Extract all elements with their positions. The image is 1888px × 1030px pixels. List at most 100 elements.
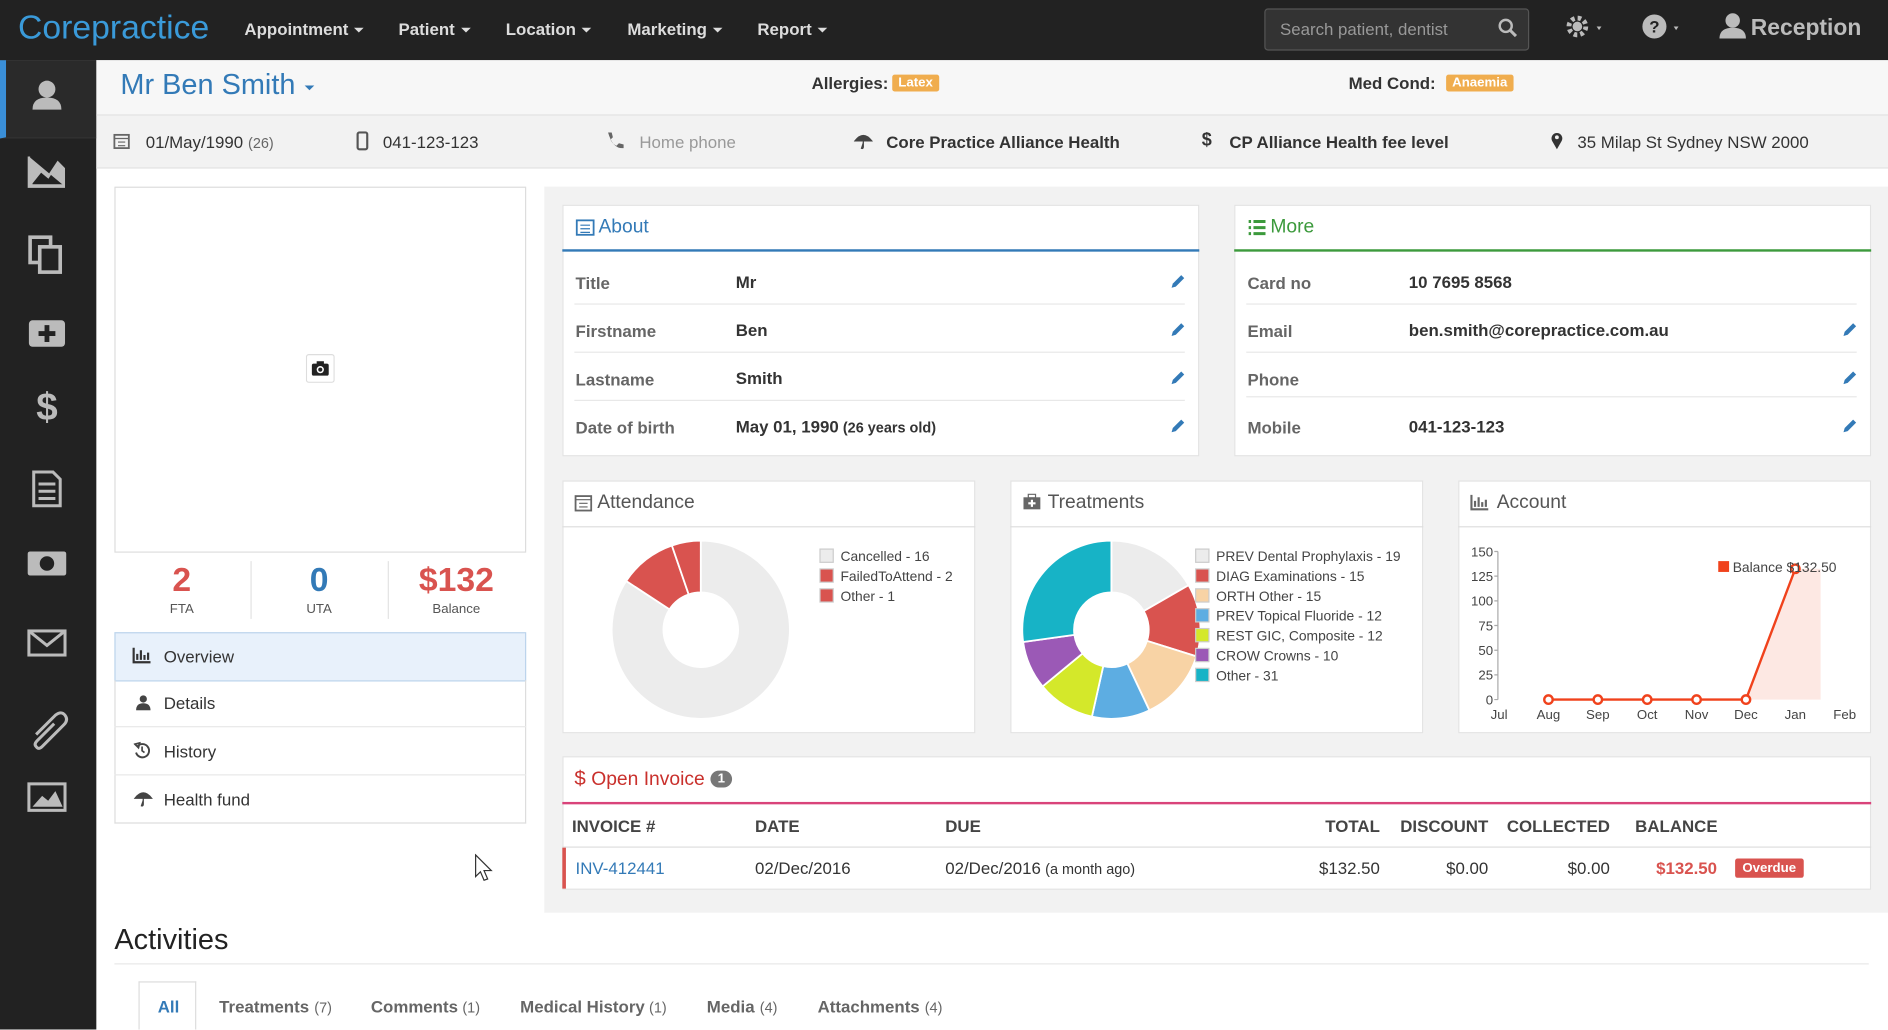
tab-count: (1) xyxy=(462,999,481,1017)
allergy-badge: Latex xyxy=(892,74,939,92)
edit-icon[interactable] xyxy=(1170,419,1185,433)
tab-count: (1) xyxy=(649,999,667,1017)
legend-swatch xyxy=(1195,588,1210,603)
point xyxy=(1592,694,1604,706)
y-tick-label: 50 xyxy=(1478,643,1493,658)
separator xyxy=(114,963,1869,965)
about-panel xyxy=(562,204,1200,457)
field-value: May 01, 1990 xyxy=(735,416,839,436)
edit-icon[interactable] xyxy=(1842,419,1857,433)
history-icon xyxy=(133,741,150,759)
status-badge: Overdue xyxy=(1735,858,1804,878)
camera-button[interactable] xyxy=(305,354,335,383)
line xyxy=(1548,568,1797,701)
field-label: Email xyxy=(1247,321,1293,341)
legend-label: CROW Crowns - 10 xyxy=(1216,647,1338,663)
panel-underline xyxy=(562,801,1872,805)
point xyxy=(1543,694,1554,706)
field-label: Lastname xyxy=(575,369,655,389)
menu-item-active[interactable] xyxy=(114,632,527,682)
field-value: 041-123-123 xyxy=(1408,416,1505,436)
column-header: DUE xyxy=(945,816,981,836)
column-header: DATE xyxy=(754,816,800,836)
invoice-balance: $132.50 xyxy=(1656,858,1718,878)
separator xyxy=(574,351,1185,353)
caret xyxy=(304,85,315,95)
legend-swatch xyxy=(1195,568,1210,583)
search-box[interactable] xyxy=(1264,8,1530,51)
tab-active[interactable] xyxy=(138,981,197,1030)
tab-count: (7) xyxy=(314,999,332,1017)
separator xyxy=(1010,526,1424,528)
point xyxy=(1641,694,1653,706)
legend-label: Other - 31 xyxy=(1216,667,1279,683)
patient-name[interactable]: Mr Ben Smith xyxy=(120,68,296,102)
field-value: Mr xyxy=(735,272,757,292)
legend-swatch xyxy=(1195,548,1210,563)
tab[interactable]: Media xyxy=(706,996,755,1017)
x-tick-label: Nov xyxy=(1685,707,1709,722)
invoice-link[interactable]: INV-412441 xyxy=(575,858,665,878)
pin-icon xyxy=(1551,132,1563,150)
edit-icon[interactable] xyxy=(1170,371,1185,385)
legend-swatch xyxy=(819,588,834,603)
list-icon xyxy=(1248,220,1266,236)
field-label: Card no xyxy=(1247,273,1312,293)
calendar-icon xyxy=(113,133,130,150)
divider xyxy=(387,561,389,619)
legend-label: DIAG Examinations - 15 xyxy=(1216,568,1365,584)
invoice-collected: $0.00 xyxy=(1567,858,1610,878)
y-tick-label: 125 xyxy=(1471,569,1493,584)
calendar-icon xyxy=(574,495,593,512)
menu-item[interactable]: Appointment xyxy=(244,19,364,38)
menu-item[interactable]: Report xyxy=(757,19,827,38)
overdue-marker xyxy=(562,847,566,889)
mobile: 041-123-123 xyxy=(382,132,479,152)
menu-item[interactable]: Location xyxy=(506,19,592,38)
column-header: BALANCE xyxy=(1635,816,1718,836)
tab[interactable]: Treatments xyxy=(219,996,310,1017)
medcond-label: Med Cond: xyxy=(1348,73,1436,93)
menu-item[interactable]: Marketing xyxy=(627,19,722,38)
svg-text:$: $ xyxy=(36,386,57,429)
side-menu-item[interactable]: Health fund xyxy=(163,789,250,810)
help-icon[interactable]: ? xyxy=(1641,13,1689,42)
settings-icon[interactable] xyxy=(1564,13,1612,42)
field-label: Mobile xyxy=(1247,417,1301,438)
side-menu-item[interactable]: Overview xyxy=(163,646,235,666)
invoice-total: $132.50 xyxy=(1318,858,1380,878)
edit-icon[interactable] xyxy=(1170,323,1185,337)
menu-list xyxy=(114,680,527,824)
edit-icon[interactable] xyxy=(1170,275,1185,289)
invoice-due-note: (a month ago) xyxy=(1045,860,1136,878)
side-menu-item[interactable]: Details xyxy=(163,693,216,713)
tab[interactable]: Medical History xyxy=(520,996,645,1017)
panel-title: Open Invoice xyxy=(591,769,705,790)
edit-icon[interactable] xyxy=(1842,323,1857,337)
point xyxy=(1789,563,1801,575)
side-menu-item[interactable]: History xyxy=(163,741,217,761)
legend-swatch xyxy=(819,548,834,563)
edit-icon[interactable] xyxy=(1842,371,1857,385)
stat-value: 2 xyxy=(172,561,192,599)
stat-value: 0 xyxy=(309,561,329,599)
fee-level: CP Alliance Health fee level xyxy=(1229,132,1449,152)
panel-underline xyxy=(562,249,1200,252)
info-bar xyxy=(96,114,1888,169)
health-fund: Core Practice Alliance Health xyxy=(886,132,1120,152)
mobile-icon xyxy=(356,131,369,151)
separator xyxy=(574,303,1185,305)
legend-label: Balance $132.50 xyxy=(1733,559,1837,575)
legend-label: REST GIC, Composite - 12 xyxy=(1216,628,1383,644)
invoice-discount: $0.00 xyxy=(1446,858,1489,878)
tab[interactable]: All xyxy=(157,996,180,1017)
menu-item[interactable]: Patient xyxy=(399,19,471,38)
user-name[interactable]: Reception xyxy=(1750,15,1862,41)
brand[interactable]: Corepractice xyxy=(18,8,210,46)
umbrella-icon xyxy=(853,134,873,150)
tab[interactable]: Comments xyxy=(370,996,458,1017)
legend-label: PREV Dental Prophylaxis - 19 xyxy=(1216,548,1401,564)
tab[interactable]: Attachments xyxy=(817,996,920,1017)
